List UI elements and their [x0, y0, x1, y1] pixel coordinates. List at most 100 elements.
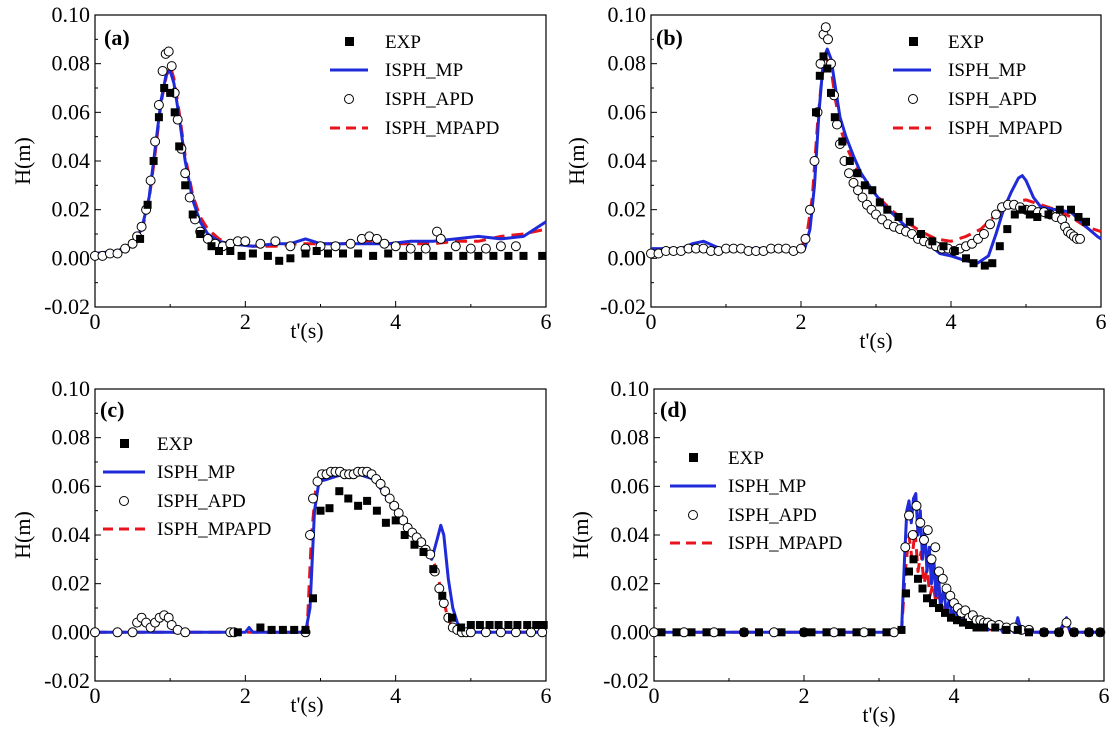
panel-c-series	[90, 466, 548, 638]
y-tick-label: 0.04	[608, 148, 647, 173]
series-line	[654, 528, 1104, 634]
data-point-circle	[809, 156, 820, 166]
data-point-square	[196, 230, 205, 238]
data-point-circle	[900, 542, 911, 553]
y-tick-label: 0.00	[611, 619, 650, 644]
data-point-square	[905, 567, 913, 576]
series-line	[651, 57, 1102, 253]
data-point-square	[1085, 628, 1093, 637]
data-point-square	[1010, 210, 1019, 219]
data-point-square	[256, 623, 265, 632]
data-point-square	[419, 548, 428, 556]
y-tick-label: 0.00	[52, 245, 91, 270]
data-point-circle	[379, 238, 390, 249]
panel-b-legend-mp: ISPH_MP	[893, 60, 1026, 81]
data-point-square	[845, 157, 854, 165]
data-point-square	[215, 247, 223, 255]
panel-b-legend-apd: ISPH_APD	[908, 89, 1037, 110]
data-point-square	[429, 251, 438, 260]
data-point-square	[939, 242, 948, 251]
data-point-circle	[679, 627, 689, 638]
data-point-square	[867, 628, 876, 637]
legend-exp-text: EXP	[157, 434, 193, 455]
legend-apd-text: ISPH_APD	[385, 89, 474, 110]
data-point-square	[275, 256, 284, 265]
data-point-square	[538, 251, 547, 260]
legend-mpapd-text: ISPH_MPAPD	[948, 118, 1062, 139]
data-point-circle	[330, 241, 341, 252]
data-point-square	[923, 594, 931, 603]
data-point-square	[344, 494, 353, 503]
data-point-square	[166, 88, 175, 97]
data-point-circle	[904, 510, 914, 521]
data-point-square	[290, 625, 299, 634]
data-point-circle	[853, 185, 863, 196]
data-point-square	[959, 618, 967, 627]
data-point-square	[523, 621, 532, 629]
data-point-square	[980, 623, 988, 632]
legend-apd-text: ISPH_APD	[948, 89, 1037, 110]
panel-a-legend-mpapd: ISPH_MPAPD	[330, 118, 499, 139]
data-point-square	[485, 621, 494, 629]
data-point-square	[995, 242, 1004, 251]
data-point-circle	[495, 627, 506, 638]
series-isph-apd	[646, 22, 1085, 259]
data-point-square	[513, 621, 522, 629]
panel-c-legend-mpapd: ISPH_MPAPD	[103, 519, 271, 540]
data-point-square	[1025, 628, 1033, 637]
x-tick-label: 4	[390, 683, 401, 708]
data-point-circle	[480, 243, 491, 254]
data-point-square	[905, 217, 914, 226]
legend-apd-marker	[908, 94, 918, 104]
data-point-square	[852, 628, 861, 637]
data-point-square	[941, 608, 949, 617]
data-point-square	[897, 625, 906, 634]
series-isph-mp	[654, 492, 1104, 634]
data-point-circle	[312, 476, 323, 487]
x-tick-label: 0	[90, 683, 101, 708]
data-point-circle	[450, 241, 461, 252]
data-point-circle	[112, 627, 123, 638]
data-point-square	[717, 628, 726, 637]
data-point-square	[309, 594, 317, 603]
data-point-circle	[926, 554, 937, 565]
data-point-square	[354, 249, 363, 258]
data-point-square	[657, 628, 666, 637]
data-point-square	[494, 621, 503, 629]
data-point-circle	[380, 486, 391, 497]
y-tick-label: 0.02	[608, 197, 647, 222]
data-point-square	[532, 621, 541, 629]
data-point-square	[278, 625, 287, 634]
data-point-square	[414, 251, 423, 260]
data-point-square	[672, 628, 681, 637]
data-point-square	[883, 205, 892, 214]
data-point-circle	[434, 583, 445, 594]
panel-a-series	[90, 46, 547, 265]
data-point-square	[312, 247, 321, 255]
legend-mp-text: ISPH_MP	[157, 462, 235, 483]
y-tick-label: 0.10	[608, 2, 647, 27]
legend-mp-text: ISPH_MP	[385, 60, 463, 81]
data-point-circle	[465, 627, 476, 638]
x-tick-label: 0	[90, 309, 101, 334]
data-point-circle	[709, 627, 719, 638]
y-tick-label: 0.02	[52, 197, 91, 222]
y-tick-label: 0.04	[52, 148, 91, 173]
data-point-circle	[848, 177, 859, 188]
data-point-square	[444, 251, 453, 260]
panel-a-label: (a)	[104, 25, 130, 50]
data-point-square	[1003, 225, 1012, 234]
panel-d-frame	[653, 388, 1105, 682]
data-point-square	[316, 506, 325, 515]
data-point-square	[837, 628, 846, 637]
panel-d-xlabel: t'(s)	[862, 702, 895, 727]
data-point-circle	[390, 241, 401, 252]
panel-b-legend-exp: EXP	[909, 32, 984, 53]
series-line	[94, 69, 547, 255]
series-line	[651, 47, 1102, 265]
legend-apd-marker	[119, 496, 129, 506]
data-point-square	[410, 540, 419, 549]
data-point-circle	[889, 627, 899, 638]
data-point-circle	[384, 493, 395, 504]
